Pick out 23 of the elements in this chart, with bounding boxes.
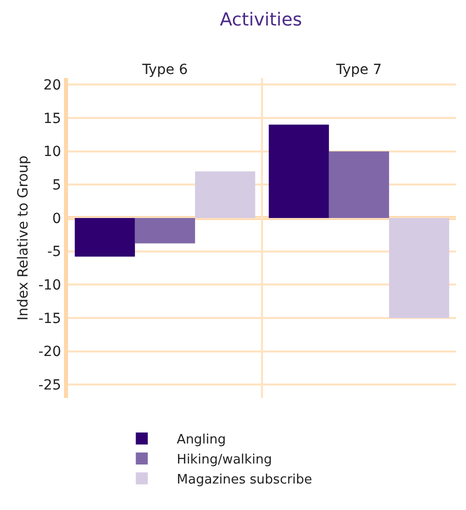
- x-tick-label: Type 7: [335, 62, 382, 78]
- y-tick-label: -15: [38, 310, 62, 327]
- bar: [389, 218, 450, 318]
- y-tick-label: 0: [52, 210, 62, 227]
- y-tick-label: 10: [43, 144, 62, 160]
- legend-label: Magazines subscribe: [176, 472, 312, 488]
- y-tick-label: 15: [43, 110, 62, 127]
- bar: [268, 124, 329, 218]
- bar: [328, 151, 390, 218]
- bar: [134, 218, 196, 244]
- bar: [74, 218, 135, 257]
- y-tick-label: -20: [38, 344, 62, 360]
- chart-title: Activities: [220, 9, 302, 30]
- y-tick-label: -10: [38, 278, 62, 294]
- x-tick-label: Type 6: [141, 62, 188, 78]
- legend-label: Hiking/walking: [176, 452, 272, 468]
- y-tick-label: 5: [52, 178, 62, 194]
- legend-label: Angling: [176, 432, 226, 448]
- y-axis-title: Index Relative to Group: [15, 155, 32, 321]
- y-tick-label: -5: [47, 244, 62, 260]
- y-tick-label: 20: [43, 78, 62, 94]
- bar: [195, 171, 256, 218]
- y-tick-label: -25: [38, 378, 62, 394]
